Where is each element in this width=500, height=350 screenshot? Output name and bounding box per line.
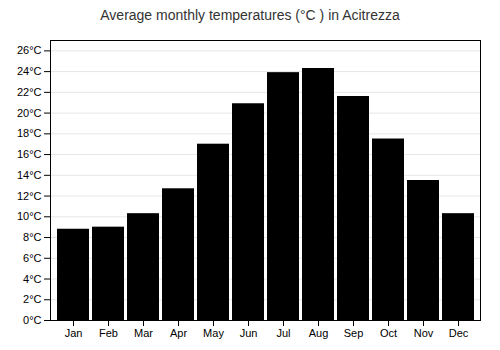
svg-text:16°C: 16°C (17, 148, 42, 160)
svg-text:14°C: 14°C (17, 169, 42, 181)
svg-text:0°C: 0°C (23, 314, 42, 326)
svg-text:Sep: Sep (344, 327, 364, 339)
html-text:Average monthly temperatures (: Average monthly temperatures (°C ) in Ac… (100, 7, 400, 23)
svg-text:22°C: 22°C (17, 86, 42, 98)
svg-text:Oct: Oct (380, 327, 397, 339)
svg-text:Apr: Apr (170, 327, 187, 339)
svg-text:2°C: 2°C (23, 293, 42, 305)
svg-text:Aug: Aug (309, 327, 329, 339)
svg-text:8°C: 8°C (23, 231, 42, 243)
svg-text:Dec: Dec (449, 327, 469, 339)
svg-text:24°C: 24°C (17, 65, 42, 77)
svg-text:18°C: 18°C (17, 127, 42, 139)
svg-text:Nov: Nov (414, 327, 434, 339)
svg-text:May: May (203, 327, 224, 339)
svg-text:26°C: 26°C (17, 44, 42, 56)
svg-text:Mar: Mar (134, 327, 153, 339)
svg-text:20°C: 20°C (17, 107, 42, 119)
svg-text:Jun: Jun (240, 327, 258, 339)
svg-text:6°C: 6°C (23, 252, 42, 264)
svg-text:12°C: 12°C (17, 190, 42, 202)
svg-text:Feb: Feb (99, 327, 118, 339)
svg-text:10°C: 10°C (17, 210, 42, 222)
svg-text:4°C: 4°C (23, 273, 42, 285)
svg-text:Jan: Jan (65, 327, 83, 339)
svg-text:Jul: Jul (276, 327, 290, 339)
